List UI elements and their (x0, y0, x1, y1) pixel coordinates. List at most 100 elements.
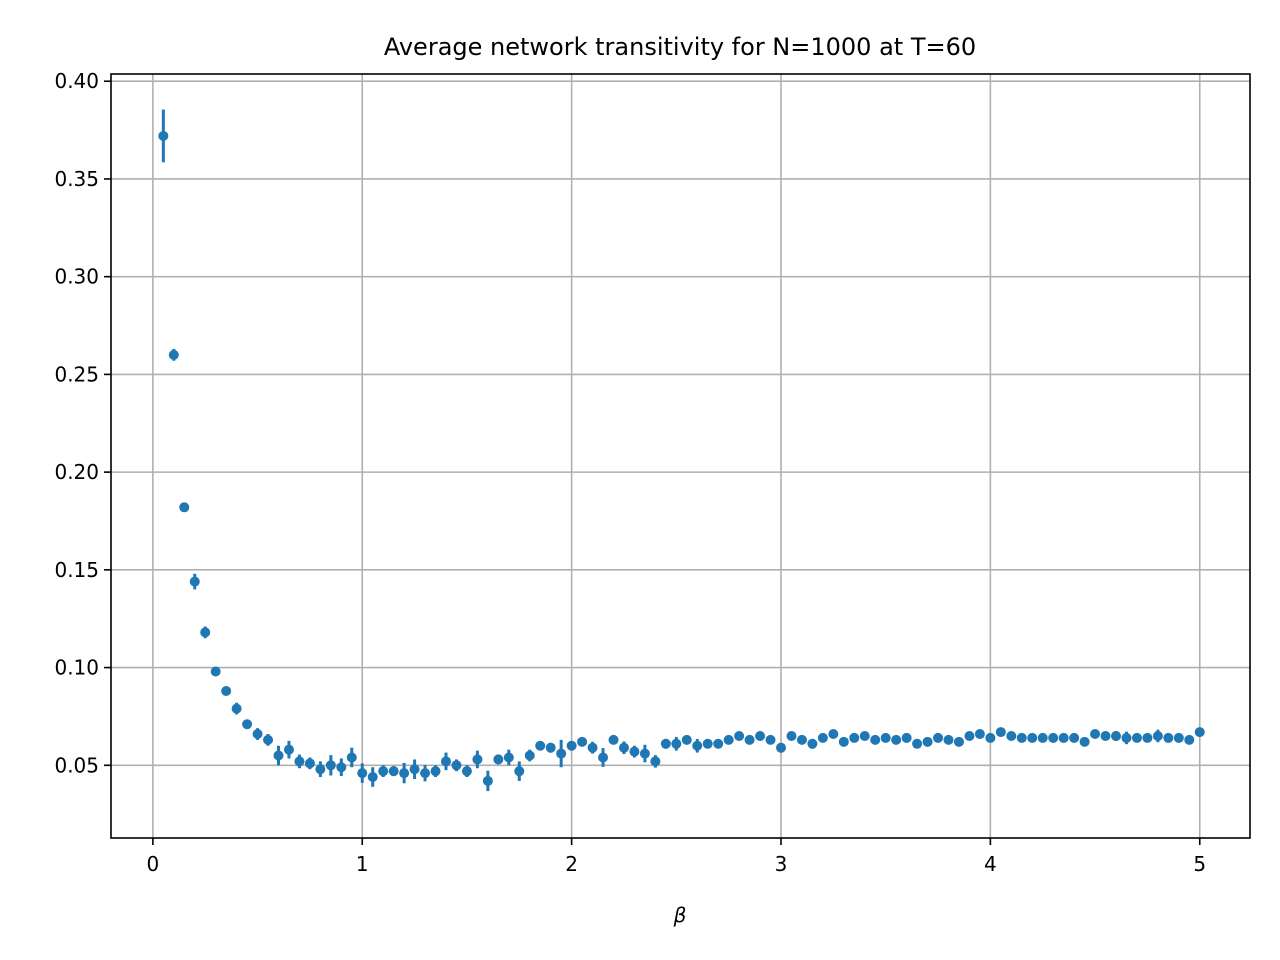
data-point (681, 734, 692, 745)
data-point (336, 762, 347, 773)
y-axis: 0.05 0.10 0.15 0.20 0.25 0.30 0.35 0.40 (54, 69, 111, 777)
x-tick-label: 2 (565, 852, 578, 876)
data-point (472, 754, 483, 765)
data-point (315, 764, 326, 775)
data-point (734, 730, 745, 741)
data-point (1131, 732, 1142, 743)
data-point (828, 729, 839, 740)
x-tick-label: 1 (356, 852, 369, 876)
data-point (221, 686, 232, 697)
data-point (263, 734, 274, 745)
data-point (912, 738, 923, 749)
data-point (723, 734, 734, 745)
chart-title: Average network transitivity for N=1000 … (384, 33, 976, 61)
data-point (168, 349, 179, 360)
data-point (535, 740, 546, 751)
data-point (1048, 732, 1059, 743)
data-point (786, 730, 797, 741)
y-tick-label: 0.10 (54, 656, 99, 680)
data-point (399, 768, 410, 779)
x-axis-label: β (673, 903, 687, 927)
data-point (1016, 732, 1027, 743)
data-point (451, 760, 462, 771)
data-point (189, 576, 200, 587)
data-point (744, 734, 755, 745)
x-tick-label: 5 (1193, 852, 1206, 876)
y-tick-label: 0.40 (54, 69, 99, 93)
data-point (210, 666, 221, 677)
data-point (859, 730, 870, 741)
data-point (378, 766, 389, 777)
data-point (304, 758, 315, 769)
data-point (817, 732, 828, 743)
data-point (891, 734, 902, 745)
data-point (325, 760, 336, 771)
data-point (357, 768, 368, 779)
data-point (1027, 732, 1038, 743)
data-point (922, 736, 933, 747)
data-point (608, 734, 619, 745)
data-point (1006, 730, 1017, 741)
data-point (1163, 732, 1174, 743)
data-point (807, 738, 818, 749)
data-point (430, 766, 441, 777)
data-point (953, 736, 964, 747)
data-point (367, 772, 378, 783)
data-point (974, 729, 985, 740)
data-point (283, 744, 294, 755)
data-point (493, 754, 504, 765)
data-point (1100, 730, 1111, 741)
data-point (870, 734, 881, 745)
x-tick-label: 0 (147, 852, 160, 876)
y-tick-label: 0.25 (54, 362, 99, 386)
data-point (179, 502, 190, 513)
x-tick-label: 4 (984, 852, 997, 876)
data-point (587, 742, 598, 753)
x-axis: 0 1 2 3 4 5 (147, 838, 1206, 876)
data-point (1037, 732, 1048, 743)
plot-frame (110, 73, 1251, 839)
data-point (294, 756, 305, 767)
data-point (618, 742, 629, 753)
data-point (1184, 734, 1195, 745)
y-tick-label: 0.05 (54, 753, 99, 777)
data-point (566, 740, 577, 751)
data-point (158, 130, 169, 141)
data-point (880, 732, 891, 743)
data-point (1194, 727, 1205, 738)
data-point (1121, 732, 1132, 743)
data-point (524, 750, 535, 761)
data-point (933, 732, 944, 743)
data-point (755, 730, 766, 741)
data-point (503, 752, 514, 763)
data-point (1111, 730, 1121, 741)
data-point (1079, 736, 1090, 747)
data-points (158, 130, 1205, 786)
data-point (838, 736, 849, 747)
data-point (964, 730, 975, 741)
data-point (702, 738, 713, 749)
y-tick-label: 0.30 (54, 265, 99, 289)
data-point (713, 738, 724, 749)
data-point (598, 752, 609, 763)
data-point (545, 742, 556, 753)
data-point (796, 734, 807, 745)
data-point (671, 738, 682, 749)
data-point (252, 729, 263, 740)
data-point (1090, 729, 1101, 740)
data-point (482, 775, 493, 786)
data-point (556, 748, 567, 759)
data-point (660, 738, 671, 749)
data-point (765, 734, 776, 745)
data-point (1142, 732, 1153, 743)
data-point (441, 756, 451, 767)
data-point (901, 732, 912, 743)
data-point (273, 750, 284, 761)
data-point (1069, 732, 1080, 743)
data-point (1058, 732, 1069, 743)
data-point (776, 742, 786, 753)
data-point (409, 764, 420, 775)
data-point (985, 732, 996, 743)
x-tick-label: 3 (775, 852, 788, 876)
